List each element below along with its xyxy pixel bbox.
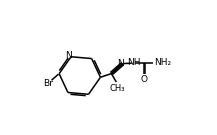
Text: CH₃: CH₃ (110, 84, 125, 93)
Text: Br: Br (43, 79, 53, 88)
Text: O: O (141, 75, 148, 85)
Text: N: N (117, 59, 124, 68)
Text: NH₂: NH₂ (154, 58, 171, 67)
Text: NH: NH (127, 58, 140, 67)
Text: N: N (65, 51, 71, 60)
